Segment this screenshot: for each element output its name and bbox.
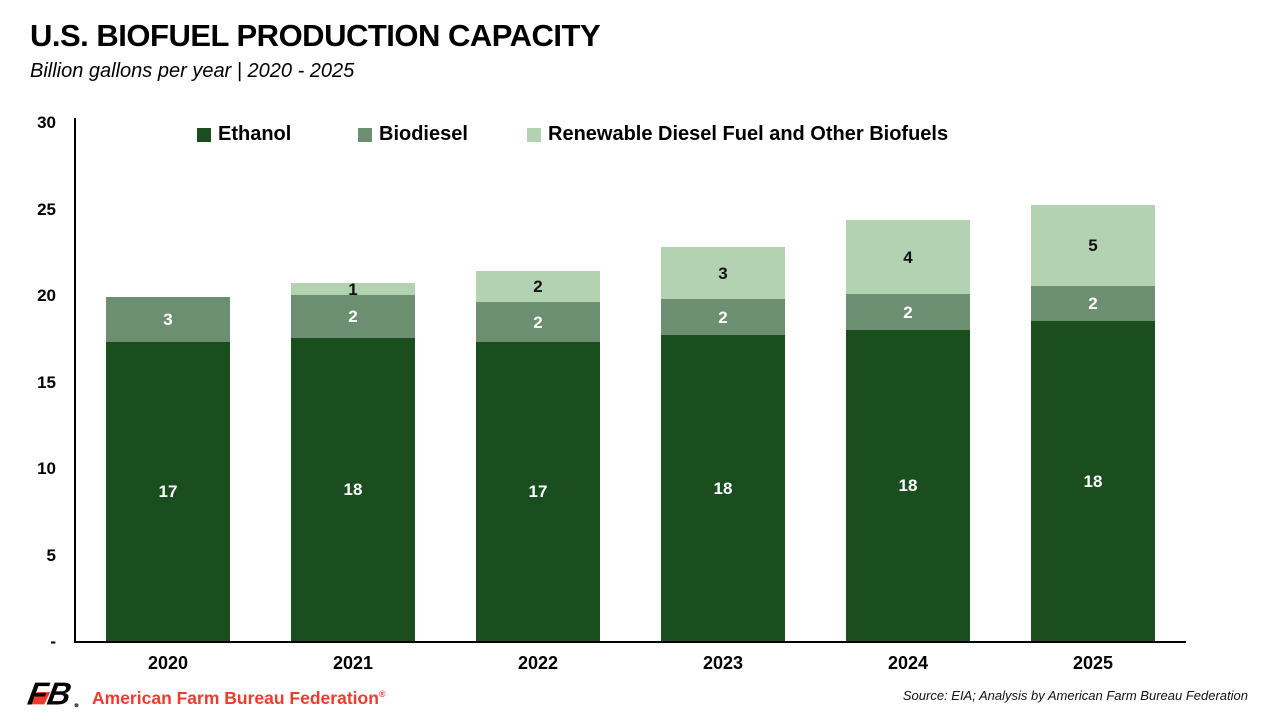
segment-ethanol-2025: 18 <box>1031 321 1155 641</box>
y-tick-0: - <box>50 632 56 651</box>
segment-value-label: 2 <box>533 277 543 296</box>
segment-value-label: 2 <box>718 307 728 327</box>
segment-renewable-2023: 3 <box>661 247 785 299</box>
y-tick-5: 5 <box>46 546 56 565</box>
segment-value-label: 5 <box>1088 236 1098 255</box>
segment-biodiesel-2023: 2 <box>661 299 785 335</box>
legend-swatch-icon <box>527 127 541 142</box>
bar-2022: 17 2 2 <box>476 271 600 641</box>
legend-swatch-icon <box>358 127 372 142</box>
segment-renewable-2021: 1 <box>291 279 415 299</box>
y-tick-10: 10 <box>37 459 56 478</box>
segment-renewable-2025: 5 <box>1031 205 1155 286</box>
legend-item-2: Biodiesel <box>358 123 468 146</box>
segment-ethanol-2020: 17 <box>106 342 230 641</box>
segment-value-label: 2 <box>1088 294 1098 313</box>
page-subtitle: Billion gallons per year | 2020 - 2025 <box>30 60 355 82</box>
x-tick-2025: 2025 <box>1072 653 1114 673</box>
segment-value-label: 17 <box>528 482 548 501</box>
segment-value-label: 4 <box>903 247 913 267</box>
segment-biodiesel-2022: 2 <box>476 302 600 342</box>
y-axis <box>74 118 76 642</box>
segment-value-label: 2 <box>348 307 358 326</box>
y-tick-15: 15 <box>37 373 56 392</box>
segment-value-label: 18 <box>343 480 363 499</box>
segment-value-label: 3 <box>718 263 728 283</box>
x-tick-2023: 2023 <box>702 653 744 673</box>
segment-biodiesel-2025: 2 <box>1031 286 1155 321</box>
legend-swatch-icon <box>197 127 211 142</box>
legend-item-3: Renewable Diesel Fuel and Other Biofuels <box>527 123 948 146</box>
bar-2023: 18 2 3 <box>661 247 785 641</box>
segment-value-label: 18 <box>898 476 918 495</box>
x-tick-2022: 2022 <box>517 653 559 673</box>
legend-item-1: Ethanol <box>197 123 291 146</box>
segment-value-label: 18 <box>713 478 733 498</box>
source-note: Source: EIA; Analysis by American Farm B… <box>902 688 1248 703</box>
segment-value-label: 3 <box>163 310 173 329</box>
y-tick-25: 25 <box>37 200 56 219</box>
segment-ethanol-2021: 18 <box>291 338 415 641</box>
brand-text: American Farm Bureau Federation® <box>92 688 386 709</box>
afbf-logo-icon: FB <box>25 676 79 711</box>
x-axis <box>74 641 1186 643</box>
segment-value-label: 17 <box>158 482 178 501</box>
segment-ethanol-2024: 18 <box>846 330 970 641</box>
y-tick-20: 20 <box>37 286 56 305</box>
segment-biodiesel-2020: 3 <box>106 297 230 342</box>
svg-text:FB: FB <box>25 676 74 711</box>
segment-value-label: 18 <box>1083 471 1103 491</box>
x-tick-2020: 2020 <box>147 653 189 673</box>
y-tick-30: 30 <box>37 113 56 132</box>
segment-ethanol-2022: 17 <box>476 342 600 641</box>
segment-ethanol-2023: 18 <box>661 335 785 641</box>
bar-2020: 17 3 <box>106 297 230 641</box>
segment-biodiesel-2024: 2 <box>846 294 970 330</box>
legend-label: Biodiesel <box>379 123 468 145</box>
x-tick-2024: 2024 <box>887 653 929 673</box>
legend-label: Ethanol <box>218 123 292 145</box>
bar-2021: 18 2 1 <box>291 279 415 641</box>
segment-value-label: 2 <box>903 302 913 322</box>
registered-mark: ® <box>378 689 386 700</box>
segment-biodiesel-2021: 2 <box>291 295 415 338</box>
page-title: U.S. BIOFUEL PRODUCTION CAPACITY <box>30 18 601 53</box>
segment-renewable-2024: 4 <box>846 220 970 294</box>
bar-2024: 18 2 4 <box>846 220 970 641</box>
segment-value-label: 2 <box>533 312 543 332</box>
legend-label: Renewable Diesel Fuel and Other Biofuels <box>548 123 949 145</box>
x-tick-2021: 2021 <box>332 653 374 673</box>
bar-2025: 18 2 5 <box>1031 205 1155 641</box>
brand-label: American Farm Bureau Federation <box>92 688 379 708</box>
segment-renewable-2022: 2 <box>476 271 600 302</box>
segment-value-label: 1 <box>348 279 358 299</box>
